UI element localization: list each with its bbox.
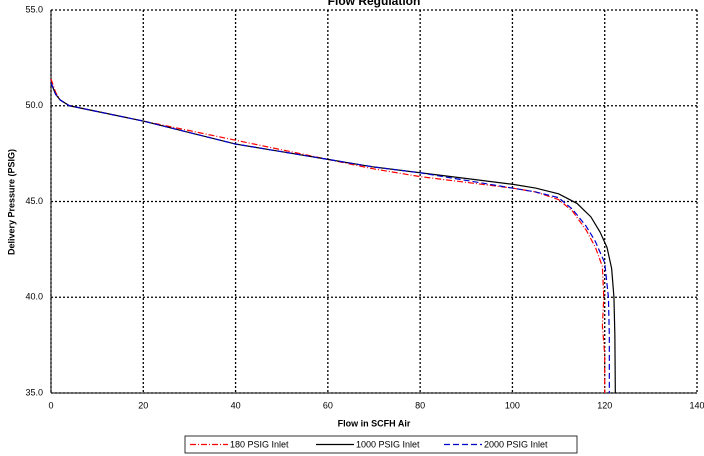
legend-box (184, 435, 578, 454)
y-tick-label: 40.0 (25, 292, 43, 302)
x-tick-label: 0 (48, 400, 53, 410)
y-tick-label: 55.0 (25, 4, 43, 14)
legend-label: 1000 PSIG Inlet (356, 439, 420, 449)
y-tick-label: 50.0 (25, 100, 43, 110)
legend-label: 180 PSIG Inlet (230, 439, 289, 449)
x-axis-label: Flow in SCFH Air (338, 418, 411, 428)
series-line (50, 82, 616, 394)
y-tick-label: 35.0 (25, 387, 43, 397)
y-tick-label: 45.0 (25, 196, 43, 206)
x-tick-label: 20 (138, 400, 148, 410)
legend-label: 2000 PSIG Inlet (484, 439, 548, 449)
x-tick-label: 100 (505, 400, 520, 410)
x-tick-label: 40 (231, 400, 241, 410)
x-tick-label: 60 (323, 400, 333, 410)
chart-title: Flow Regulation (328, 0, 421, 8)
x-tick-label: 140 (689, 400, 704, 410)
series-line (50, 82, 610, 393)
x-tick-label: 80 (415, 400, 425, 410)
x-tick-label: 120 (597, 400, 612, 410)
y-axis-label: Delivery Pressure (PSIG) (6, 149, 16, 255)
